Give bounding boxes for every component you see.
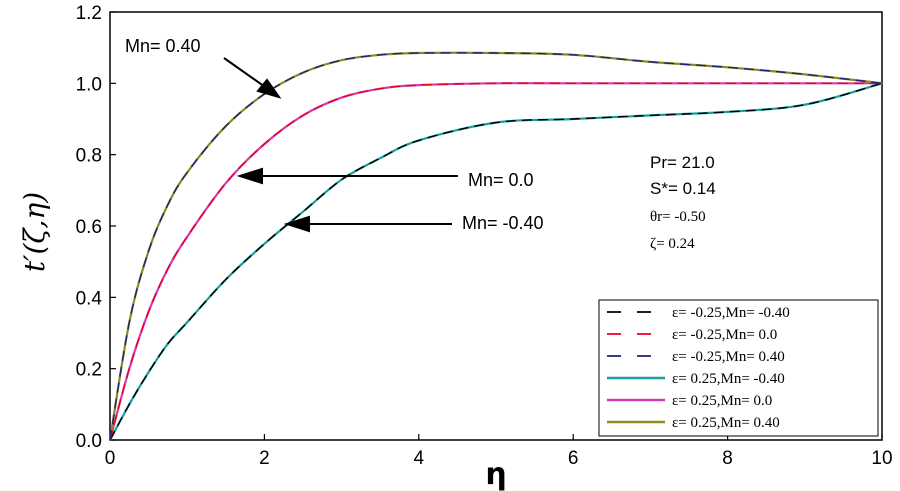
annotation-arrows	[223, 57, 458, 233]
arrow-head-mn-negative	[283, 215, 310, 233]
series-line-2	[109, 52, 883, 441]
x-tick-label: 8	[722, 448, 733, 469]
annotation-mn-zero: Mn= 0.0	[468, 170, 534, 190]
x-axis-label: η	[485, 457, 506, 491]
legend-label-5: ε= 0.25,Mn= 0.40	[672, 415, 780, 431]
x-tick-label: 0	[105, 448, 116, 469]
param-zeta: ζ= 0.24	[650, 236, 695, 252]
legend-box	[598, 299, 879, 437]
annotation-mn-positive: Mn= 0.40	[125, 36, 201, 56]
y-tick-label: 0.8	[76, 146, 102, 167]
y-tick-label: 0.4	[76, 288, 103, 309]
legend-label-1: ε= -0.25,Mn= 0.0	[672, 327, 777, 343]
legend-label-0: ε= -0.25,Mn= -0.40	[672, 305, 790, 321]
arrow-head-mn-positive	[256, 78, 282, 99]
y-tick-label: 0.0	[76, 431, 102, 452]
y-tick-label: 1.0	[76, 74, 102, 95]
annotation-mn-negative: Mn= -0.40	[462, 213, 544, 233]
legend-label-2: ε= -0.25,Mn= 0.40	[672, 349, 785, 365]
arrow-mn-positive	[223, 57, 269, 90]
arrow-head-mn-zero	[236, 167, 263, 185]
legend: ε= -0.25,Mn= -0.40 ε= -0.25,Mn= 0.0 ε= -0.…	[598, 299, 879, 437]
series-line-1	[109, 82, 882, 441]
series-line-0	[109, 82, 883, 441]
axis-ticks: 0 2 4 6 8 10 0.0 0.2 0.4 0.6 0.8 1.0 1.2	[76, 3, 893, 469]
legend-label-3: ε= 0.25,Mn= -0.40	[672, 371, 785, 387]
x-tick-label: 6	[568, 448, 579, 469]
param-pr: Pr= 21.0	[650, 153, 715, 172]
y-tick-label: 0.6	[76, 217, 102, 238]
param-s-star: S*= 0.14	[650, 179, 716, 198]
y-tick-label: 1.2	[76, 3, 102, 24]
x-tick-label: 10	[871, 448, 892, 469]
param-theta-r: θr= -0.50	[650, 209, 706, 225]
x-tick-label: 4	[414, 448, 425, 469]
legend-label-4: ε= 0.25,Mn= 0.0	[672, 393, 772, 409]
y-axis-label: t′(ζ,η)	[18, 192, 51, 272]
legend-items: ε= -0.25,Mn= -0.40 ε= -0.25,Mn= 0.0 ε= -0.…	[607, 305, 790, 431]
series-lines	[108, 51, 883, 441]
x-tick-label: 2	[259, 448, 270, 469]
y-tick-label: 0.2	[76, 360, 102, 381]
